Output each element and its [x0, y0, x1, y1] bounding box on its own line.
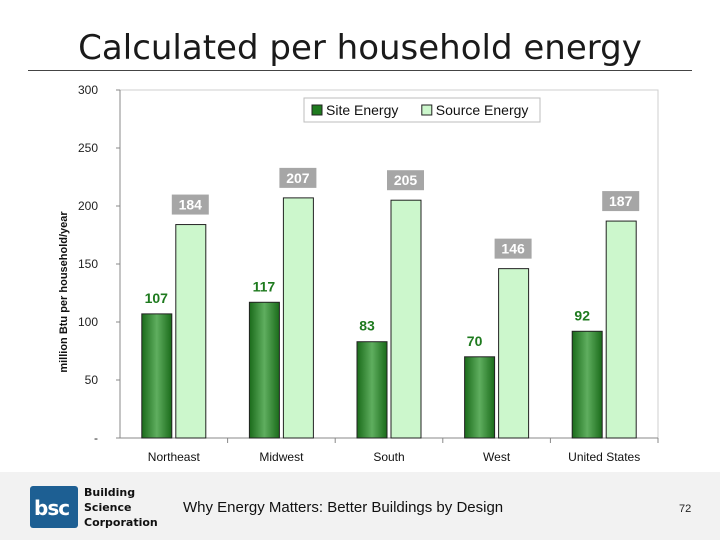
bar-site-energy	[464, 356, 496, 439]
bar-site-energy	[141, 313, 173, 439]
site-energy-value-label: 70	[467, 333, 483, 349]
plot-area	[119, 89, 659, 439]
value-label-box	[568, 305, 597, 326]
x-tick-label: South	[373, 450, 404, 464]
value-label-box	[494, 238, 532, 259]
value-label-box	[171, 194, 209, 215]
slide-title: Calculated per household energy	[78, 28, 642, 68]
bar-source-energy	[282, 197, 314, 439]
site-energy-value-label: 107	[145, 290, 169, 306]
source-energy-value-label: 146	[501, 241, 525, 257]
bar-source-energy	[175, 224, 207, 439]
y-tick-label: 150	[78, 257, 98, 271]
x-tick-label: West	[483, 450, 511, 464]
chart-legend: Site Energy Source Energy	[303, 97, 541, 123]
legend-swatch-source-energy	[421, 104, 433, 116]
bsc-logo: bsc Building Science Corporation	[28, 484, 158, 532]
title-divider	[28, 70, 692, 71]
footer-band	[0, 472, 720, 540]
legend-label-source-energy: Source Energy	[436, 102, 529, 118]
logo-line-building: Building	[84, 486, 136, 499]
y-tick-label: 50	[85, 373, 99, 387]
value-label-box	[279, 167, 317, 188]
value-label-box	[602, 191, 640, 212]
x-tick-label: Midwest	[259, 450, 304, 464]
source-energy-value-label: 207	[286, 170, 310, 186]
y-tick-label: 300	[78, 83, 98, 97]
site-energy-value-label: 92	[574, 307, 590, 323]
bar-source-energy	[605, 220, 637, 439]
page-number: 72	[679, 503, 692, 515]
source-energy-value-label: 184	[179, 197, 203, 213]
legend-label-site-energy: Site Energy	[326, 102, 398, 118]
bar-chart: - 50 100 150 200 250 300 Northeast 107 184 Midwes…	[58, 83, 659, 464]
bar-site-energy	[356, 341, 388, 439]
logo-line-corporation: Corporation	[84, 516, 158, 529]
x-tick-label: Northeast	[148, 450, 201, 464]
y-axis-title: million Btu per household/year	[58, 211, 70, 373]
logo-line-science: Science	[84, 501, 132, 514]
site-energy-value-label: 117	[253, 278, 276, 294]
legend-swatch-site-energy	[311, 104, 323, 116]
x-tick-label: United States	[568, 450, 640, 464]
bar-site-energy	[571, 330, 603, 439]
bar-source-energy	[390, 199, 422, 439]
logo-words: Building Science Corporation	[84, 485, 158, 530]
bar-source-energy	[498, 268, 530, 439]
footer-text: Why Energy Matters: Better Buildings by …	[183, 499, 504, 516]
source-energy-value-label: 187	[609, 193, 633, 209]
value-label-box	[460, 330, 489, 351]
bar-site-energy	[248, 301, 280, 439]
value-label-box	[387, 170, 424, 191]
value-label-box	[353, 315, 381, 336]
y-tick-label: -	[94, 431, 98, 445]
site-energy-value-label: 83	[359, 318, 375, 334]
y-tick-label: 250	[78, 141, 98, 155]
y-tick-label: 100	[78, 315, 98, 329]
y-tick-label: 200	[78, 199, 98, 213]
logo-abbr: bsc	[34, 496, 70, 520]
value-label-box	[137, 287, 175, 308]
value-label-box	[245, 276, 283, 297]
source-energy-value-label: 205	[394, 172, 418, 188]
logo-mark	[30, 486, 78, 528]
